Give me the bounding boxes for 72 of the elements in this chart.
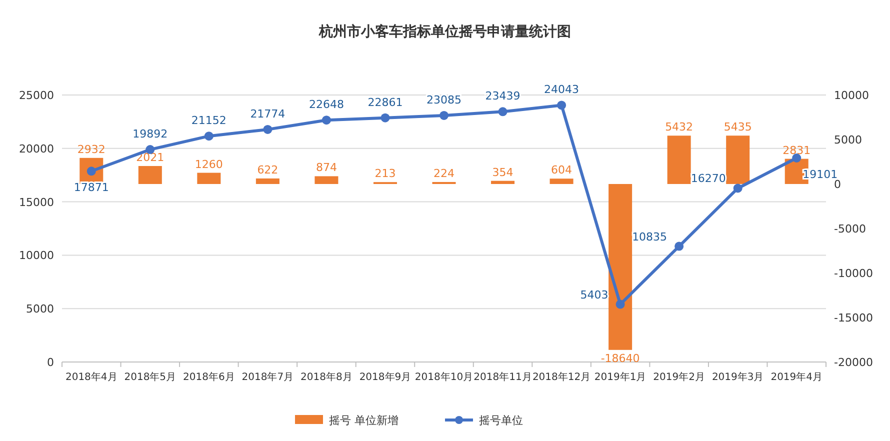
y2-tick-label: -10000 — [834, 267, 873, 280]
y2-tick-label: -15000 — [834, 312, 873, 324]
point — [322, 116, 331, 125]
point — [380, 113, 390, 122]
bar — [608, 184, 632, 350]
x-tick-label: 2019年4月 — [770, 371, 823, 383]
legend-label: 摇号 单位新增 — [329, 414, 398, 427]
y2-tick-label: -20000 — [834, 356, 873, 369]
data-label: 22648 — [308, 98, 344, 112]
y-tick-label: 0 — [47, 356, 54, 369]
data-label: 22861 — [368, 96, 403, 109]
bar — [491, 180, 515, 184]
data-label: 224 — [434, 167, 454, 180]
y2-tick-label: 10000 — [834, 89, 869, 102]
data-label: 2932 — [77, 142, 106, 156]
data-label: 622 — [257, 163, 278, 176]
data-label: 1260 — [194, 158, 223, 171]
y2-tick-label: 0 — [834, 178, 841, 191]
x-tick-label: 2018年11月 — [474, 371, 532, 383]
data-label: 10835 — [632, 230, 668, 244]
data-label: 604 — [551, 164, 572, 177]
data-label: 16270 — [690, 172, 726, 186]
x-tick-label: 2018年12月 — [532, 371, 591, 383]
data-label: 874 — [316, 161, 337, 174]
x-tick-label: 2019年3月 — [712, 371, 764, 383]
point — [263, 124, 272, 134]
point — [733, 184, 742, 193]
legend-label: 摇号单位 — [479, 414, 523, 427]
bar — [667, 136, 691, 184]
y2-tick-label: 5000 — [834, 134, 862, 146]
y-tick-label: 20000 — [19, 142, 54, 156]
bar — [726, 136, 750, 184]
point — [440, 110, 448, 120]
x-tick-label: 2018年7月 — [242, 371, 294, 383]
data-label: 19892 — [132, 128, 168, 141]
data-label: 5435 — [724, 120, 752, 134]
y-tick-label: 5000 — [26, 302, 54, 316]
point — [498, 107, 508, 116]
point — [674, 242, 684, 251]
x-tick-label: 2018年5月 — [124, 371, 176, 383]
y2-tick-label: -5000 — [834, 222, 866, 236]
data-label: 23439 — [485, 90, 520, 103]
data-label: 5432 — [665, 120, 694, 134]
data-label: -18640 — [600, 352, 640, 365]
bar — [256, 178, 280, 184]
data-label: 2831 — [782, 144, 811, 157]
data-label: 24043 — [544, 83, 580, 96]
data-label: 23085 — [426, 93, 462, 106]
x-tick-label: 2018年4月 — [65, 371, 118, 383]
x-tick-label: 2018年8月 — [300, 371, 352, 383]
y-tick-label: 25000 — [19, 89, 54, 102]
bar — [550, 178, 574, 184]
data-label: 17871 — [74, 181, 109, 194]
y-tick-label: 15000 — [19, 196, 54, 209]
point — [557, 100, 566, 110]
bar — [138, 166, 162, 184]
bar — [314, 176, 338, 184]
data-label: 5403 — [580, 288, 608, 302]
y-tick-label: 10000 — [19, 249, 54, 262]
data-label: 21774 — [250, 107, 286, 120]
x-tick-label: 2018年10月 — [414, 371, 474, 383]
point — [204, 132, 214, 141]
x-tick-label: 2019年2月 — [653, 371, 705, 383]
point — [616, 300, 625, 309]
x-tick-label: 2018年9月 — [359, 371, 412, 383]
x-tick-label: 2019年1月 — [594, 371, 646, 383]
chart-title: 杭州市小客车指标单位摇号申请量统计图 — [318, 23, 571, 40]
data-label: 354 — [492, 166, 514, 179]
bar — [197, 172, 221, 184]
data-label: 21152 — [191, 114, 226, 128]
x-tick-label: 2018年6月 — [183, 371, 235, 383]
data-label: 213 — [374, 167, 396, 180]
